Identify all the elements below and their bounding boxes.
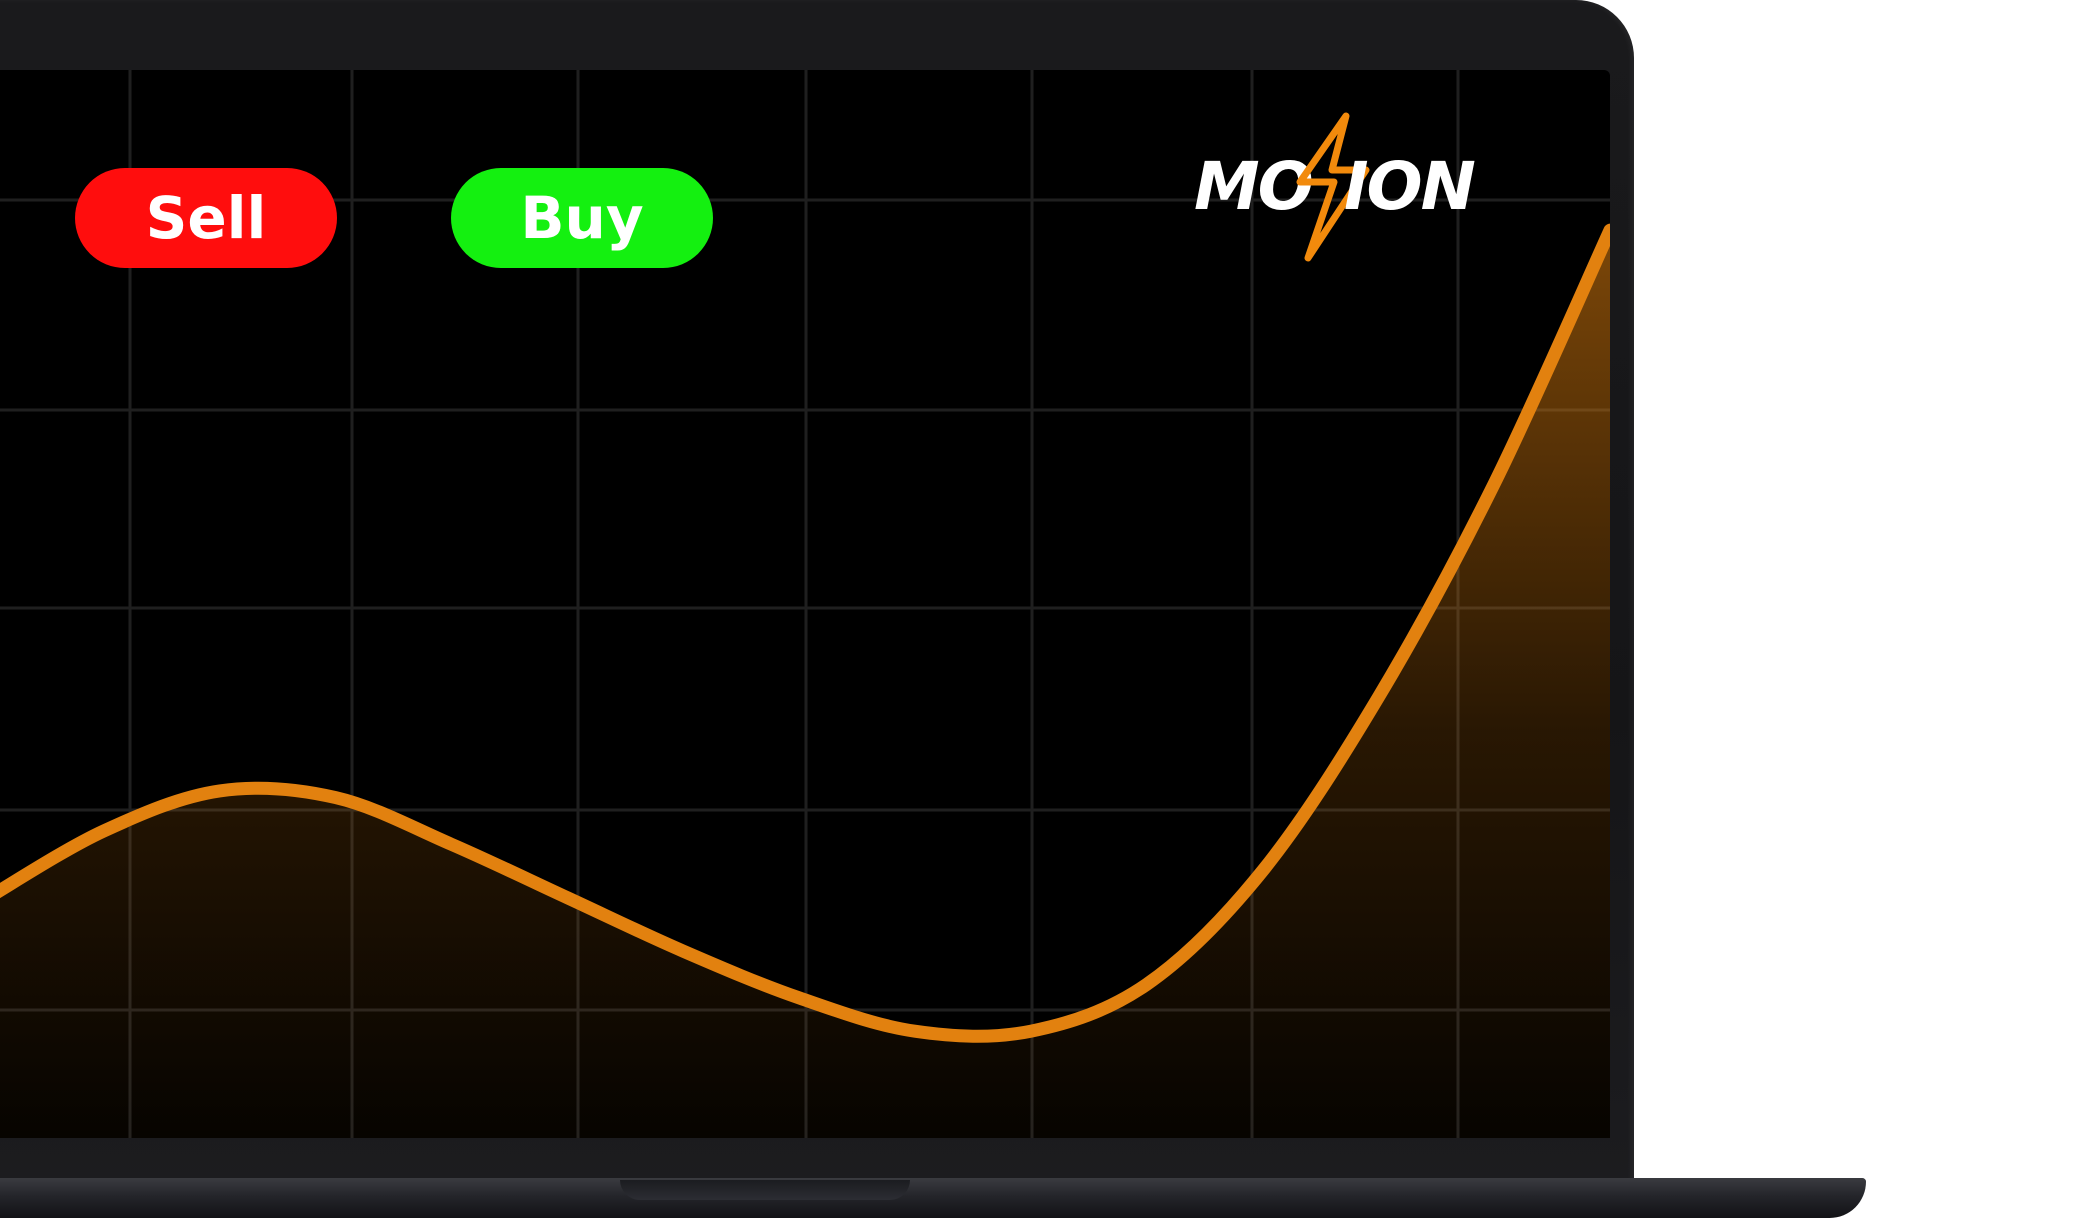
lightning-bolt-icon	[1296, 112, 1370, 262]
buy-button[interactable]: Buy	[451, 168, 713, 268]
laptop-hinge-notch	[620, 1180, 910, 1200]
chart-point	[561, 892, 573, 904]
chart-point	[1141, 978, 1153, 990]
chart-point	[1372, 691, 1384, 703]
logo-text-left: MO	[1194, 148, 1314, 225]
chart-point	[909, 1025, 921, 1037]
chart-point	[1025, 1025, 1037, 1037]
chart-point	[98, 825, 110, 837]
chart-point	[1256, 865, 1268, 877]
motion-logo: MO ION	[1188, 112, 1476, 272]
chart-point	[330, 792, 342, 804]
laptop-screen: Sell Buy MO ION	[0, 70, 1610, 1138]
chart-point	[445, 838, 457, 850]
chart-point	[793, 992, 805, 1004]
laptop-base	[0, 1178, 1866, 1218]
chart-area-fill	[0, 230, 1610, 1138]
chart-point	[677, 945, 689, 957]
chart-point	[1488, 478, 1500, 490]
logo-text-right: ION	[1344, 148, 1476, 225]
sell-button[interactable]: Sell	[75, 168, 337, 268]
chart-series-line	[0, 223, 1610, 1043]
chart-point	[214, 785, 226, 797]
